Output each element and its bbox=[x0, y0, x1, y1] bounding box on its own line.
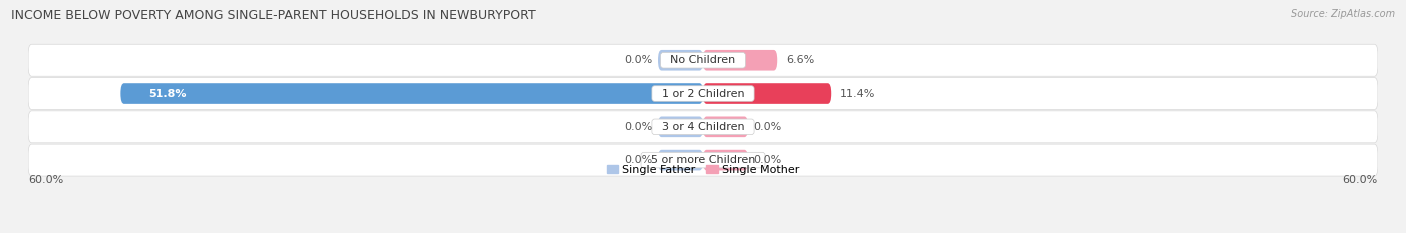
Text: 11.4%: 11.4% bbox=[841, 89, 876, 99]
FancyBboxPatch shape bbox=[121, 83, 703, 104]
Text: 0.0%: 0.0% bbox=[754, 122, 782, 132]
FancyBboxPatch shape bbox=[28, 111, 1378, 143]
Legend: Single Father, Single Mother: Single Father, Single Mother bbox=[602, 160, 804, 179]
FancyBboxPatch shape bbox=[28, 78, 1378, 110]
FancyBboxPatch shape bbox=[28, 144, 1378, 176]
FancyBboxPatch shape bbox=[703, 83, 831, 104]
Text: Source: ZipAtlas.com: Source: ZipAtlas.com bbox=[1291, 9, 1395, 19]
FancyBboxPatch shape bbox=[658, 116, 703, 137]
FancyBboxPatch shape bbox=[703, 150, 748, 170]
FancyBboxPatch shape bbox=[703, 116, 748, 137]
Text: 51.8%: 51.8% bbox=[149, 89, 187, 99]
FancyBboxPatch shape bbox=[28, 44, 1378, 76]
Text: 0.0%: 0.0% bbox=[754, 155, 782, 165]
Text: 5 or more Children: 5 or more Children bbox=[644, 155, 762, 165]
Text: 0.0%: 0.0% bbox=[624, 55, 652, 65]
Text: 1 or 2 Children: 1 or 2 Children bbox=[655, 89, 751, 99]
Text: 6.6%: 6.6% bbox=[786, 55, 814, 65]
Text: 0.0%: 0.0% bbox=[624, 122, 652, 132]
FancyBboxPatch shape bbox=[658, 50, 703, 71]
FancyBboxPatch shape bbox=[703, 50, 778, 71]
Text: 60.0%: 60.0% bbox=[28, 175, 63, 185]
Text: 3 or 4 Children: 3 or 4 Children bbox=[655, 122, 751, 132]
Text: INCOME BELOW POVERTY AMONG SINGLE-PARENT HOUSEHOLDS IN NEWBURYPORT: INCOME BELOW POVERTY AMONG SINGLE-PARENT… bbox=[11, 9, 536, 22]
FancyBboxPatch shape bbox=[658, 150, 703, 170]
Text: 0.0%: 0.0% bbox=[624, 155, 652, 165]
Text: No Children: No Children bbox=[664, 55, 742, 65]
Text: 60.0%: 60.0% bbox=[1343, 175, 1378, 185]
